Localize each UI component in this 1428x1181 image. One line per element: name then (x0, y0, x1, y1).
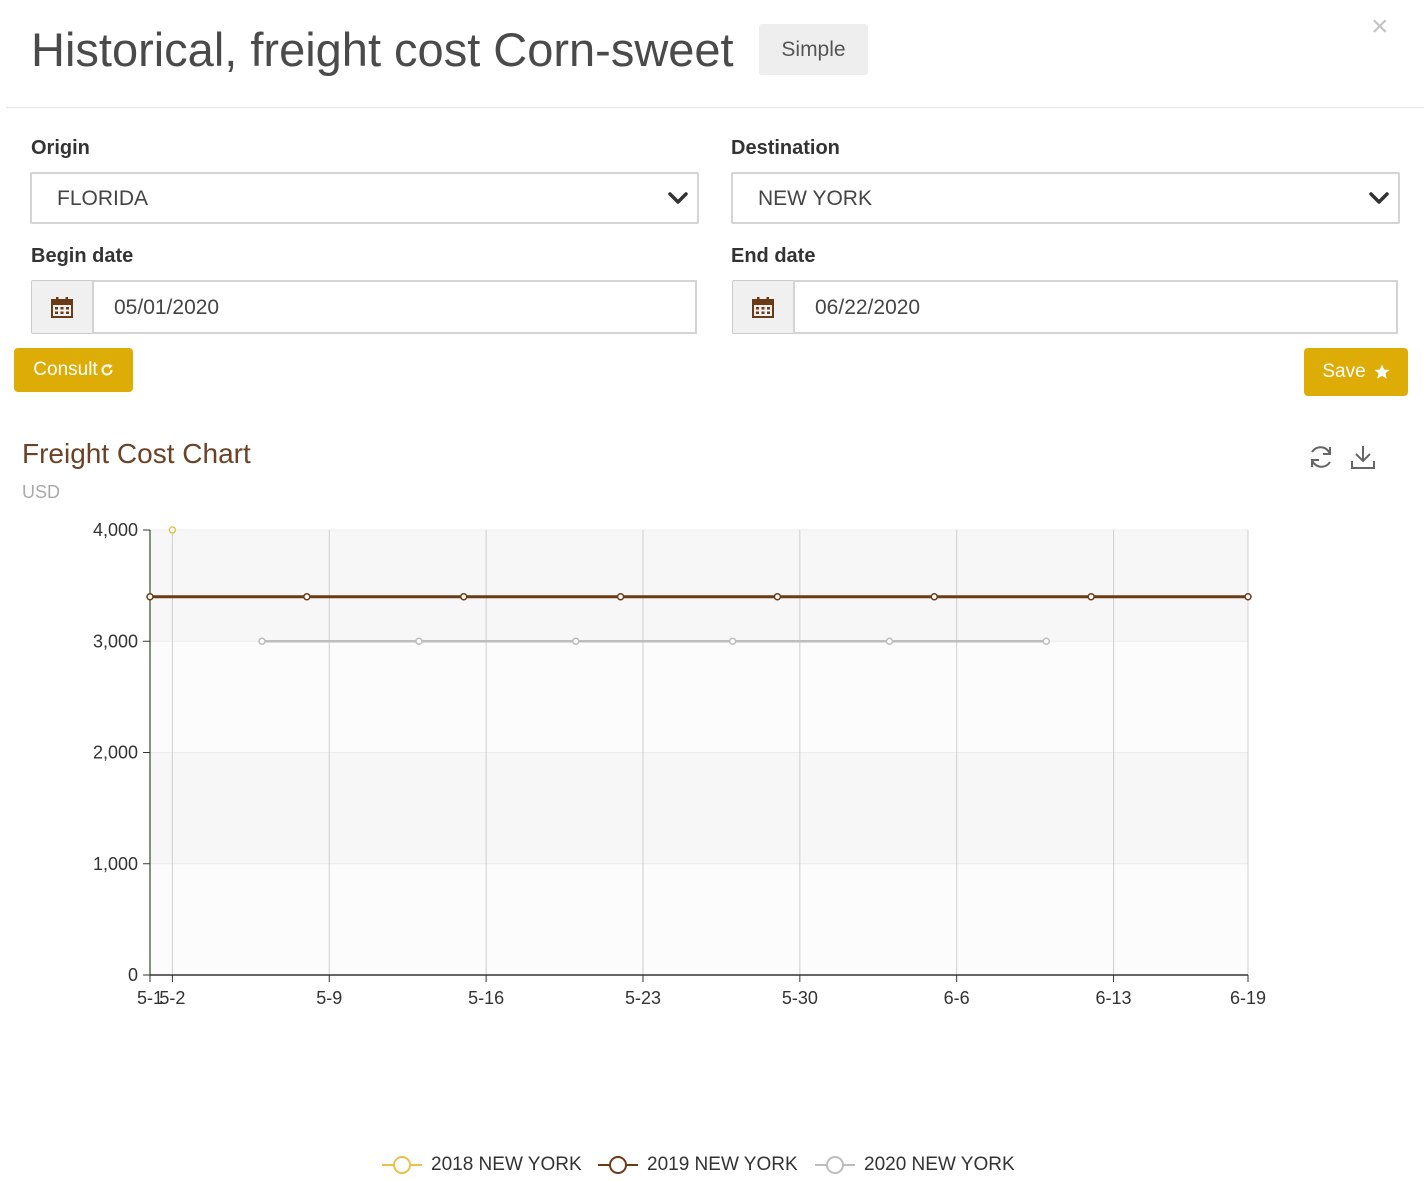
data-point (930, 593, 939, 601)
x-tick-label: 5-30 (782, 988, 818, 1008)
end-date-group: 06/22/2020 (732, 280, 1399, 334)
begin-date-calendar-button[interactable] (31, 280, 93, 334)
x-tick-label: 5-1 (137, 988, 163, 1008)
legend-symbol (382, 1156, 422, 1174)
origin-label: Origin (31, 137, 90, 159)
chart-legend: 2018 NEW YORK 2019 NEW YORK 2020 NEW YORK (0, 1150, 1428, 1180)
begin-date-label: Begin date (31, 245, 134, 267)
data-point (168, 526, 177, 534)
chart-unit: USD (22, 482, 61, 502)
origin-value: FLORIDA (57, 187, 149, 210)
data-point (459, 593, 468, 601)
data-point (616, 593, 625, 601)
plot-band (150, 530, 1248, 642)
data-point (303, 593, 311, 601)
chevron-down-icon (668, 192, 688, 204)
begin-date-value: 05/01/2020 (114, 296, 220, 319)
plot-band (150, 752, 1248, 864)
legend-label: 2018 NEW YORK (431, 1154, 582, 1175)
end-date-input[interactable]: 06/22/2020 (793, 280, 1398, 334)
legend-symbol (815, 1156, 855, 1174)
page-title: Historical, freight cost Corn-sweet (31, 23, 734, 76)
download-icon[interactable] (1349, 443, 1377, 471)
legend-label: 2020 NEW YORK (864, 1154, 1015, 1175)
refresh-icon[interactable] (1307, 443, 1335, 471)
plot-band (150, 641, 1248, 753)
calendar-icon (51, 297, 73, 318)
data-point (572, 637, 580, 645)
chevron-down-icon (1369, 192, 1389, 204)
destination-label: Destination (731, 137, 840, 159)
header-divider (6, 107, 1424, 108)
y-tick-label: 1,000 (93, 854, 138, 874)
data-point (415, 637, 423, 645)
consult-button-label: Consult (33, 359, 98, 380)
x-tick-label: 5-23 (625, 988, 661, 1008)
data-point (728, 637, 737, 645)
plot-band (150, 863, 1248, 975)
end-date-label: End date (731, 245, 816, 267)
modal-header: Historical, freight cost Corn-sweet Simp… (0, 0, 1428, 108)
destination-select[interactable]: NEW YORK (731, 172, 1400, 224)
close-icon[interactable]: × (1371, 10, 1389, 43)
y-tick-label: 3,000 (93, 631, 138, 651)
begin-date-input[interactable]: 05/01/2020 (92, 280, 697, 334)
refresh-icon (101, 364, 113, 376)
data-point (258, 637, 266, 645)
begin-date-group: 05/01/2020 (31, 280, 698, 334)
y-tick-label: 4,000 (93, 520, 138, 540)
chart-title: Freight Cost Chart (22, 438, 251, 469)
x-tick-label: 6-19 (1230, 988, 1266, 1008)
data-point (1087, 593, 1095, 601)
x-tick-label: 5-9 (316, 988, 342, 1008)
data-point (885, 637, 894, 645)
end-date-calendar-button[interactable] (732, 280, 794, 334)
data-point (146, 593, 154, 601)
end-date-value: 06/22/2020 (815, 296, 921, 319)
y-tick-label: 0 (128, 965, 138, 985)
data-point (1244, 593, 1252, 601)
calendar-icon (752, 297, 774, 318)
data-point (1042, 637, 1051, 645)
y-tick-label: 2,000 (93, 743, 138, 763)
star-icon (1374, 364, 1390, 379)
mode-badge[interactable]: Simple (759, 24, 868, 75)
legend-symbol (598, 1156, 638, 1174)
consult-button[interactable]: Consult (14, 348, 133, 392)
x-tick-label: 5-16 (468, 988, 504, 1008)
legend-label: 2019 NEW YORK (647, 1154, 798, 1175)
origin-select[interactable]: FLORIDA (30, 172, 699, 224)
save-button-label: Save (1322, 361, 1366, 382)
save-button[interactable]: Save (1304, 348, 1408, 396)
data-point (773, 593, 782, 601)
x-tick-label: 6-6 (944, 988, 970, 1008)
x-tick-label: 5-2 (159, 988, 185, 1008)
destination-value: NEW YORK (758, 187, 872, 210)
freight-cost-chart: 0 1,000 2,000 3,000 4,000 5-15-2 5-9 5-16 5-23 5-… (93, 520, 1266, 1008)
x-tick-label: 6-13 (1096, 988, 1132, 1008)
